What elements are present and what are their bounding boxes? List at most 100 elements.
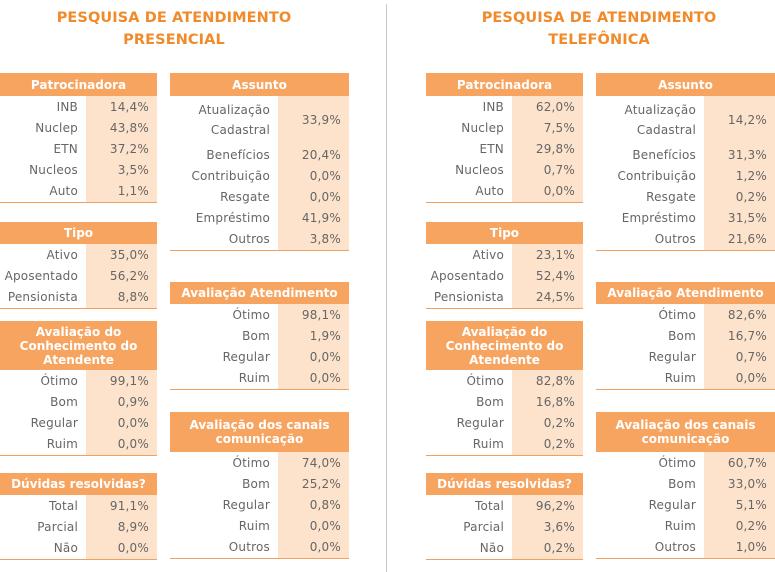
right-duvidas-header: Dúvidas resolvidas?	[426, 473, 583, 495]
row-value: 25,2%	[278, 473, 349, 495]
row-value: 0,8%	[278, 494, 349, 516]
table-row: Outros 3,8%	[170, 228, 349, 250]
left-canais-table: Avaliação dos canais comunicação Ótimo 74,…	[170, 412, 349, 559]
table-row: Ruim 0,2%	[426, 433, 583, 455]
table-row: Ruim 0,0%	[170, 367, 349, 389]
row-value: 0,0%	[278, 186, 349, 208]
right-patrocinadora-table: Patrocinadora INB 62,0% Nuclep 7,5% ETN 29,8% N…	[426, 73, 583, 203]
row-value: 3,6%	[512, 516, 583, 538]
table-row: Aposentado 52,4%	[426, 265, 583, 287]
table-row: Ativo 23,1%	[426, 244, 583, 266]
row-label: INB	[482, 99, 504, 114]
row-value: 31,3%	[704, 144, 775, 166]
row-label: Aposentado	[430, 268, 504, 283]
row-value: 98,1%	[278, 304, 349, 326]
right-title-line2: TELEFÔNICA	[548, 32, 650, 48]
table-row: Empréstimo 41,9%	[170, 207, 349, 229]
row-label: Ótimo	[658, 307, 696, 322]
right-conhecimento-bottom-rule	[426, 454, 583, 456]
table-row: Atualização Cadastral 33,9%	[170, 96, 349, 144]
left-canais-header: Avaliação dos canais comunicação	[170, 412, 349, 452]
row-label: Nuclep	[461, 120, 504, 135]
row-label: Total	[474, 498, 504, 513]
row-value: 82,6%	[704, 304, 775, 326]
row-label: Outros	[654, 540, 696, 555]
row-label: Regular	[648, 497, 696, 512]
row-label: Ruim	[238, 371, 270, 386]
table-row: Ruim 0,0%	[596, 367, 775, 389]
row-label: Bom	[668, 476, 696, 491]
row-value: 3,8%	[278, 228, 349, 250]
table-row: Pensionista 24,5%	[426, 286, 583, 308]
row-label: Outros	[654, 232, 696, 247]
right-duvidas-table: Dúvidas resolvidas? Total 96,2% Parcial 3,6%…	[426, 473, 583, 560]
row-label: Resgate	[220, 189, 270, 204]
row-label: Atualização Cadastral	[596, 96, 704, 144]
row-value: 0,2%	[704, 186, 775, 208]
left-atendimento-bottom-rule	[170, 388, 349, 390]
right-canais-header: Avaliação dos canais comunicação	[596, 412, 775, 452]
left-assunto-bottom-rule	[170, 249, 349, 251]
row-value: 16,8%	[512, 391, 583, 413]
row-label: Ativo	[46, 247, 78, 262]
row-value: 0,0%	[278, 367, 349, 389]
left-duvidas-header: Dúvidas resolvidas?	[0, 473, 157, 495]
row-label: Parcial	[37, 519, 78, 534]
table-row: Aposentado 56,2%	[0, 265, 157, 287]
row-label: Parcial	[463, 519, 504, 534]
row-value: 14,4%	[86, 96, 157, 118]
table-row: Benefícios 20,4%	[170, 144, 349, 166]
right-tipo-bottom-rule	[426, 307, 583, 309]
table-row: Nuclep 43,8%	[0, 117, 157, 139]
row-label: Ruim	[472, 437, 504, 452]
row-value: 16,7%	[704, 325, 775, 347]
table-row: ETN 29,8%	[426, 138, 583, 160]
row-value: 24,5%	[512, 286, 583, 308]
row-value: 0,2%	[512, 412, 583, 434]
right-canais-table: Avaliação dos canais comunicação Ótimo 60,…	[596, 412, 775, 559]
row-label: Ótimo	[232, 455, 270, 470]
row-value: 0,7%	[512, 159, 583, 181]
table-row: Bom 33,0%	[596, 473, 775, 495]
table-row: Bom 16,8%	[426, 391, 583, 413]
row-label: Contribuição	[617, 168, 696, 183]
row-value: 1,9%	[278, 325, 349, 347]
row-label: Pensionista	[433, 289, 504, 304]
row-label: ETN	[479, 141, 504, 156]
row-label-line2: Cadastral	[636, 123, 696, 137]
row-label: Empréstimo	[621, 211, 696, 226]
right-title: PESQUISA DE ATENDIMENTO TELEFÔNICA	[425, 7, 773, 51]
right-atendimento-bottom-rule	[596, 388, 775, 390]
left-tipo-table: Tipo Ativo 35,0% Aposentado 56,2% Pensionista…	[0, 222, 157, 309]
right-tipo-header: Tipo	[426, 222, 583, 244]
table-row: Total 91,1%	[0, 495, 157, 517]
table-row: Pensionista 8,8%	[0, 286, 157, 308]
right-patrocinadora-header: Patrocinadora	[426, 73, 583, 96]
right-tipo-table: Tipo Ativo 23,1% Aposentado 52,4% Pensionista…	[426, 222, 583, 309]
table-row: Parcial 3,6%	[426, 516, 583, 538]
table-row: Regular 0,2%	[426, 412, 583, 434]
left-tipo-bottom-rule	[0, 307, 157, 309]
table-row: Ruim 0,0%	[170, 515, 349, 537]
row-value: 0,0%	[86, 537, 157, 559]
right-duvidas-bottom-rule	[426, 558, 583, 560]
row-value: 0,0%	[512, 180, 583, 202]
row-label: Regular	[456, 415, 504, 430]
row-value: 20,4%	[278, 144, 349, 166]
table-row: Ótimo 60,7%	[596, 452, 775, 474]
row-value: 31,5%	[704, 207, 775, 229]
table-row: Contribuição 1,2%	[596, 165, 775, 187]
row-value: 0,0%	[278, 165, 349, 187]
row-label: Outros	[228, 540, 270, 555]
row-value: 29,8%	[512, 138, 583, 160]
row-label: Atualização Cadastral	[170, 96, 278, 144]
row-value: 74,0%	[278, 452, 349, 474]
table-row: INB 62,0%	[426, 96, 583, 118]
row-label: Aposentado	[4, 268, 78, 283]
row-value: 7,5%	[512, 117, 583, 139]
row-value: 96,2%	[512, 495, 583, 517]
row-value: 0,0%	[86, 433, 157, 455]
row-label: Total	[48, 498, 78, 513]
table-row: Não 0,0%	[0, 537, 157, 559]
table-row: ETN 37,2%	[0, 138, 157, 160]
